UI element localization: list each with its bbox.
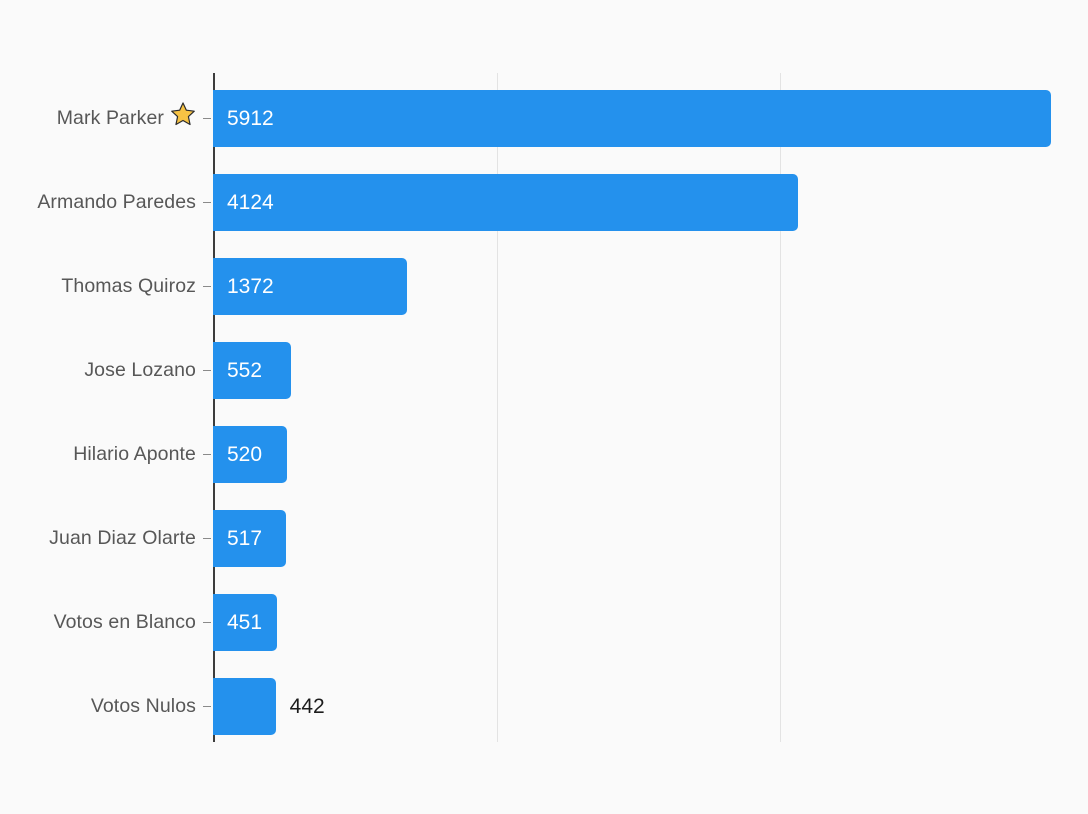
bar[interactable]: 5912	[213, 90, 1052, 147]
bar-value-label: 1372	[227, 275, 274, 298]
y-axis-tick	[203, 621, 211, 624]
bar-value-label: 552	[227, 359, 263, 382]
gridline-2000	[496, 73, 498, 742]
category-label-text: Votos en Blanco	[53, 611, 196, 633]
y-axis-tick	[203, 537, 211, 540]
gridline-4000	[780, 73, 781, 742]
bar-value-label: 442	[289, 695, 325, 718]
y-axis-tick	[203, 369, 211, 372]
bar-value-label: 4124	[227, 191, 274, 214]
y-axis-line	[213, 73, 215, 742]
y-axis-tick	[203, 285, 211, 288]
category-label: Thomas Quiroz	[0, 258, 196, 315]
bar[interactable]: 1372	[213, 258, 408, 315]
star-icon	[170, 101, 196, 132]
bar-row[interactable]: Jose Lozano 552	[0, 342, 1088, 399]
category-label: Armando Paredes	[0, 174, 196, 231]
category-label-text: Votos Nulos	[90, 695, 196, 717]
bar-row[interactable]: Juan Diaz Olarte 517	[0, 510, 1088, 567]
bar-value-label: 5912	[227, 107, 274, 130]
bar-value-label: 451	[227, 611, 263, 634]
y-axis-tick	[203, 453, 211, 456]
bar-row[interactable]: Hilario Aponte 520	[0, 426, 1088, 483]
category-label: Juan Diaz Olarte	[0, 510, 196, 567]
bar[interactable]	[213, 678, 276, 735]
bar-row[interactable]: Votos Nulos 442	[0, 678, 1088, 735]
bar-value-label: 517	[227, 527, 263, 550]
bar-row[interactable]: Mark Parker 5912	[0, 90, 1088, 147]
bar-row[interactable]: Armando Paredes 4124	[0, 174, 1088, 231]
bar[interactable]: 552	[213, 342, 292, 399]
category-label-text: Juan Diaz Olarte	[49, 527, 196, 549]
bar[interactable]: 451	[213, 594, 277, 651]
bar-value-label: 520	[227, 443, 263, 466]
category-label: Votos en Blanco	[0, 594, 196, 651]
bar-row[interactable]: Thomas Quiroz 1372	[0, 258, 1088, 315]
y-axis-tick	[203, 705, 211, 708]
bar[interactable]: 520	[213, 426, 287, 483]
category-label-text: Armando Paredes	[37, 191, 196, 213]
category-label-text: Hilario Aponte	[73, 443, 196, 465]
category-label: Jose Lozano	[0, 342, 196, 399]
y-axis-tick	[203, 117, 211, 120]
category-label: Hilario Aponte	[0, 426, 196, 483]
bar-row[interactable]: Votos en Blanco 451	[0, 594, 1088, 651]
bar[interactable]: 517	[213, 510, 287, 567]
category-label: Votos Nulos	[0, 678, 196, 735]
category-label-text: Jose Lozano	[84, 359, 196, 381]
category-label: Mark Parker	[0, 90, 196, 147]
y-axis-tick	[203, 201, 211, 204]
bar[interactable]: 4124	[213, 174, 798, 231]
category-label-text: Mark Parker	[56, 107, 164, 129]
category-label-text: Thomas Quiroz	[61, 275, 196, 297]
